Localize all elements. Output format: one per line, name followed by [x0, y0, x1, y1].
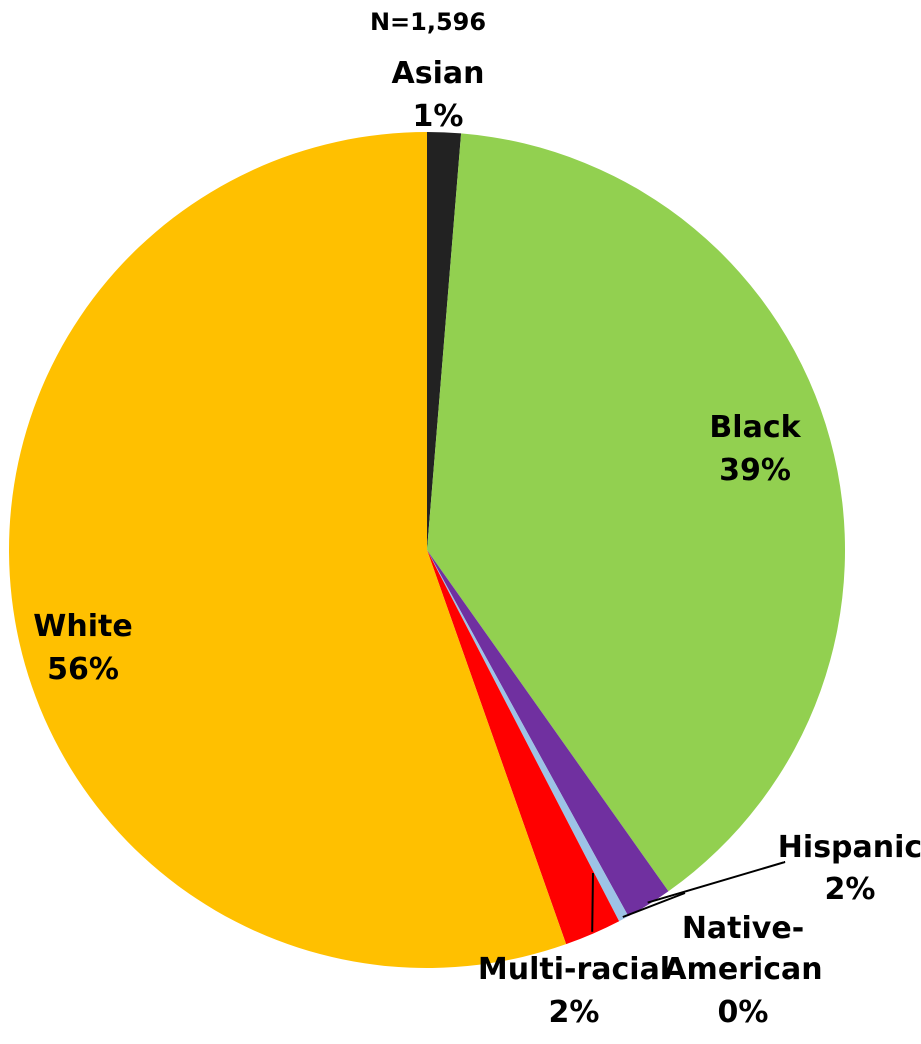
- asian-category-label: Asian: [392, 56, 485, 91]
- pie-slice-hispanic: [427, 550, 669, 917]
- pie-slice-native-american: [427, 550, 629, 922]
- leader-line-multi-racial: [591, 872, 594, 932]
- white-category-label: White: [33, 609, 132, 644]
- hispanic-category-label: Hispanic: [778, 830, 921, 865]
- black-category-label: Black: [709, 410, 801, 445]
- pie-slice-black: [427, 133, 846, 892]
- multi-racial-category-label: Multi-racial: [478, 952, 670, 987]
- sample-size-annotation: N=1,596: [370, 8, 486, 36]
- native-american-category-label-line2: American: [663, 952, 822, 987]
- pie-slice-asian: [427, 131, 462, 550]
- white-value-label: 56%: [47, 652, 119, 687]
- multi-racial-value-label: 2%: [549, 995, 600, 1030]
- native-american-value-label: 0%: [718, 995, 769, 1030]
- asian-value-label: 1%: [413, 99, 464, 134]
- leader-line-native-american: [622, 892, 686, 918]
- pie-slice-white: [9, 132, 567, 968]
- pie-slice-multi-racial: [427, 550, 620, 945]
- pie-slices: [9, 131, 846, 968]
- leader-line-hispanic: [647, 861, 786, 904]
- black-value-label: 39%: [719, 453, 791, 488]
- native-american-category-label-line1: Native-: [682, 911, 804, 946]
- leader-lines: [591, 861, 786, 932]
- hispanic-value-label: 2%: [825, 872, 876, 907]
